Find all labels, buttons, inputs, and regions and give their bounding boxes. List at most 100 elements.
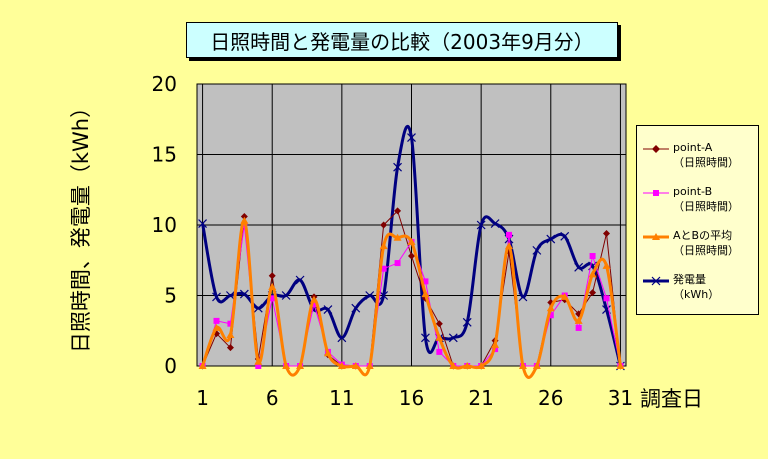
point-average <box>337 362 346 369</box>
point-generation <box>337 333 347 343</box>
point-generation <box>518 292 528 302</box>
x-tick-label: 31 <box>608 386 633 410</box>
point-point-a <box>394 207 402 215</box>
point-average <box>477 362 486 369</box>
point-generation <box>532 245 542 255</box>
point-generation <box>462 317 472 327</box>
legend-label-point-b: point-B <box>673 185 713 198</box>
point-average <box>268 283 277 291</box>
point-generation <box>546 234 556 244</box>
point-generation <box>393 162 402 172</box>
point-average <box>310 295 318 303</box>
point-average <box>546 304 555 312</box>
legend-swatch-average <box>643 233 669 240</box>
point-point-b <box>436 348 443 355</box>
point-average <box>212 323 221 331</box>
point-generation <box>323 305 333 315</box>
point-generation <box>351 303 361 313</box>
point-point-a <box>380 221 388 229</box>
series-line-average <box>201 219 622 379</box>
point-point-b <box>589 253 596 260</box>
point-average <box>282 362 291 369</box>
point-generation <box>198 219 207 229</box>
point-average <box>518 362 527 369</box>
legend-swatch-point-b <box>643 190 669 196</box>
point-generation <box>421 333 430 343</box>
y-tick-label: 10 <box>152 213 177 237</box>
point-point-b <box>547 312 554 319</box>
point-average <box>602 261 611 269</box>
point-average <box>574 316 583 324</box>
point-generation <box>212 292 221 302</box>
point-point-b <box>213 317 220 324</box>
point-generation <box>448 333 458 343</box>
y-tick-label: 0 <box>164 354 177 378</box>
legend-sublabel-point-a: （日照時間） <box>673 156 739 169</box>
point-generation <box>379 291 389 300</box>
point-point-b <box>575 324 582 331</box>
point-generation <box>490 219 500 229</box>
point-average <box>560 292 569 300</box>
point-point-b <box>255 363 262 369</box>
point-generation <box>239 289 249 299</box>
point-average <box>240 216 249 224</box>
point-average <box>351 362 360 369</box>
x-tick-label: 16 <box>399 386 424 410</box>
legend-item-generation: 発電量 （kWh） <box>637 272 758 312</box>
point-average <box>407 237 416 245</box>
legend-swatch-generation <box>643 276 669 286</box>
point-average <box>393 233 402 241</box>
point-generation <box>560 231 570 241</box>
point-generation <box>226 291 235 300</box>
point-average <box>226 330 235 338</box>
y-tick-label: 20 <box>152 72 177 96</box>
series-line-generation <box>201 124 622 367</box>
x-tick-label: 11 <box>329 386 354 410</box>
point-point-a <box>240 213 248 221</box>
point-generation <box>295 275 305 285</box>
legend-item-average: AとBの平均 （日照時間） <box>637 228 758 268</box>
point-average <box>491 340 500 348</box>
x-tick-label: 21 <box>468 386 493 410</box>
x-tick-label: 6 <box>266 386 279 410</box>
point-point-b <box>269 295 276 302</box>
point-point-b <box>422 278 429 285</box>
plot-border <box>196 83 627 367</box>
legend-sublabel-point-b: （日照時間） <box>673 200 739 213</box>
x-tick-label: 1 <box>196 386 209 410</box>
point-point-b <box>227 320 234 327</box>
legend-item-point-a: point-A （日照時間） <box>637 140 758 180</box>
point-generation <box>253 303 263 313</box>
legend-sublabel-generation: （kWh） <box>673 288 720 301</box>
point-average <box>532 362 541 369</box>
point-generation <box>476 220 486 230</box>
y-axis-label: 日照時間、発電量（kWh） <box>69 96 93 354</box>
point-average <box>198 362 207 369</box>
legend-label-point-a: point-A <box>673 141 713 154</box>
point-generation <box>281 291 291 300</box>
point-point-b <box>603 295 610 302</box>
point-point-b <box>506 231 512 238</box>
point-average <box>254 357 263 365</box>
point-average <box>463 362 472 369</box>
point-point-b <box>394 260 401 267</box>
point-average <box>296 362 305 369</box>
point-point-b <box>380 265 387 272</box>
point-point-b <box>311 300 317 307</box>
point-point-a <box>268 272 276 280</box>
point-generation <box>574 262 584 272</box>
x-tick-label: 26 <box>538 386 563 410</box>
chart-title-text: 日照時間と発電量の比較（2003年9月分） <box>210 29 594 54</box>
point-average <box>449 362 458 369</box>
point-average <box>421 290 430 298</box>
legend-swatch-point-a <box>643 145 669 153</box>
point-point-a <box>589 289 597 297</box>
y-tick-label: 15 <box>152 143 177 167</box>
point-point-a <box>603 229 610 237</box>
legend-label-average: AとBの平均 <box>673 229 733 242</box>
point-average <box>379 242 388 250</box>
point-average <box>365 362 374 369</box>
point-generation <box>365 291 375 300</box>
chart-title: 日照時間と発電量の比較（2003年9月分） <box>186 22 618 58</box>
